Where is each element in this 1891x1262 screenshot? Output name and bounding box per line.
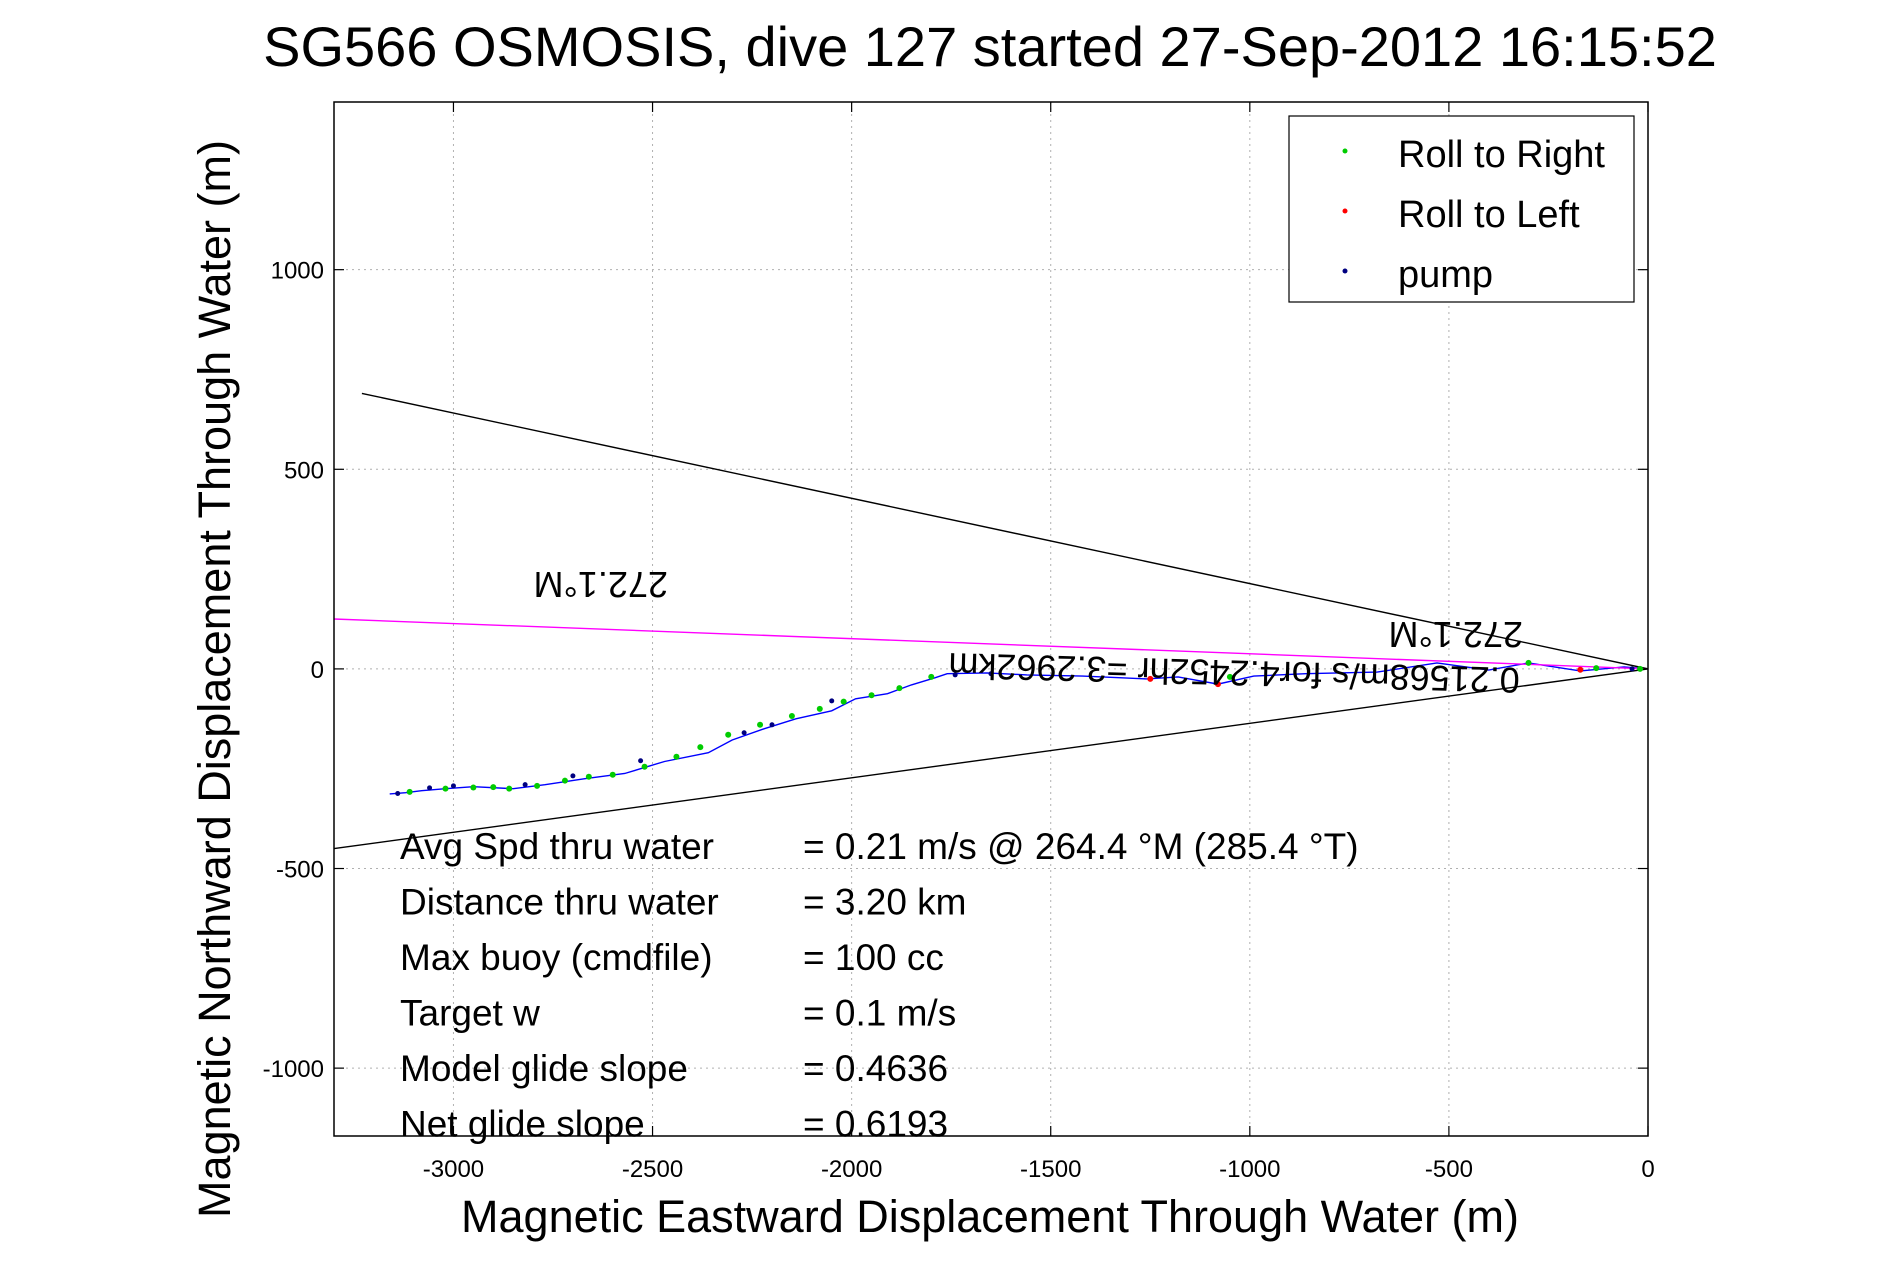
roll-right-point (896, 685, 903, 692)
roll-right-point (725, 731, 732, 738)
roll-right-point (1593, 665, 1600, 672)
roll-right-point (757, 721, 764, 728)
pump-point (829, 698, 835, 704)
chart-title: SG566 OSMOSIS, dive 127 started 27-Sep-2… (263, 15, 1717, 78)
roll-right-point (561, 777, 568, 784)
roll-right-point (506, 785, 513, 792)
y-tick-label: -1000 (263, 1056, 324, 1083)
x-tick-label: -2000 (821, 1156, 882, 1183)
pump-point (427, 785, 433, 791)
x-tick-label: 0 (1641, 1156, 1654, 1183)
roll-right-point (534, 782, 541, 789)
roll-left-point (1577, 666, 1584, 673)
legend-label: Roll to Left (1398, 194, 1580, 236)
heading-line (334, 618, 1648, 670)
legend-marker (1342, 148, 1348, 154)
x-tick-label: -2500 (622, 1156, 683, 1183)
pump-point (395, 790, 401, 796)
lower-bound-line (334, 668, 1648, 850)
pump-point (570, 773, 576, 779)
y-tick-label: -500 (276, 857, 324, 884)
stat-value: = 0.21 m/s @ 264.4 °M (285.4 °T) (803, 826, 1359, 867)
series-points (395, 659, 1644, 796)
roll-right-point (470, 784, 477, 791)
x-tick-label: -3000 (423, 1156, 484, 1183)
stat-label: Net glide slope (400, 1104, 645, 1145)
roll-right-point (840, 698, 847, 705)
x-tick-label: -1000 (1219, 1156, 1280, 1183)
pump-point (1629, 666, 1635, 672)
roll-right-point (1637, 665, 1644, 672)
pump-point (450, 783, 456, 789)
roll-right-point (609, 771, 616, 778)
legend-marker (1342, 208, 1348, 214)
roll-right-point (1226, 673, 1233, 680)
legend: Roll to Right Roll to Left pump (1288, 115, 1635, 303)
legend-marker (1342, 268, 1348, 274)
y-tick-label: 1000 (271, 258, 324, 285)
pump-point (522, 782, 528, 788)
stat-value: = 3.20 km (803, 882, 967, 923)
series-lines (334, 392, 1648, 850)
pump-point (638, 758, 644, 764)
y-axis-label: Magnetic Northward Displacement Through … (189, 140, 240, 1218)
roll-right-point (490, 784, 497, 791)
x-axis-label: Magnetic Eastward Displacement Through W… (461, 1191, 1519, 1242)
x-tick-label: -500 (1425, 1156, 1473, 1183)
roll-right-point (673, 753, 680, 760)
roll-right-point (697, 744, 704, 751)
y-tick-label: 0 (311, 657, 324, 684)
x-tick-label: -1500 (1020, 1156, 1081, 1183)
stat-label: Model glide slope (400, 1048, 688, 1089)
pump-point (741, 730, 747, 736)
roll-right-point (442, 785, 449, 792)
pump-point (769, 722, 775, 728)
stat-label: Max buoy (cmdfile) (400, 937, 713, 978)
roll-right-point (641, 763, 648, 770)
legend-label: Roll to Right (1398, 134, 1605, 176)
pump-point (988, 671, 994, 677)
plot-frame (333, 101, 1649, 1137)
stat-value: = 0.4636 (803, 1048, 948, 1089)
upper-bound-line (361, 392, 1648, 670)
legend-label: pump (1398, 254, 1493, 296)
stat-value: = 0.6193 (803, 1104, 948, 1145)
roll-right-point (1525, 659, 1532, 666)
stats-block: Avg Spd thru water = 0.21 m/s @ 264.4 °M … (400, 826, 1359, 1145)
roll-right-point (868, 692, 875, 699)
pump-point (952, 672, 958, 678)
stat-label: Avg Spd thru water (400, 826, 714, 867)
axis-ticks: -3000 -2500 -2000 -1500 -1000 -500 0 -1000 -500 0… (263, 102, 1655, 1183)
roll-right-point (406, 788, 413, 795)
stat-value: = 0.1 m/s (803, 993, 956, 1034)
y-tick-label: 500 (284, 457, 324, 484)
roll-right-point (788, 713, 795, 720)
roll-left-point (1147, 675, 1154, 682)
roll-left-point (1214, 681, 1221, 688)
stat-label: Target w (400, 993, 540, 1034)
stat-value: = 100 cc (803, 937, 944, 978)
roll-right-point (928, 673, 935, 680)
heading-annotation-near: 272.1°M (1389, 614, 1523, 655)
roll-right-point (816, 705, 823, 712)
roll-right-point (585, 773, 592, 780)
stat-label: Distance thru water (400, 882, 719, 923)
heading-annotation-far: 272.1°M (534, 564, 668, 605)
